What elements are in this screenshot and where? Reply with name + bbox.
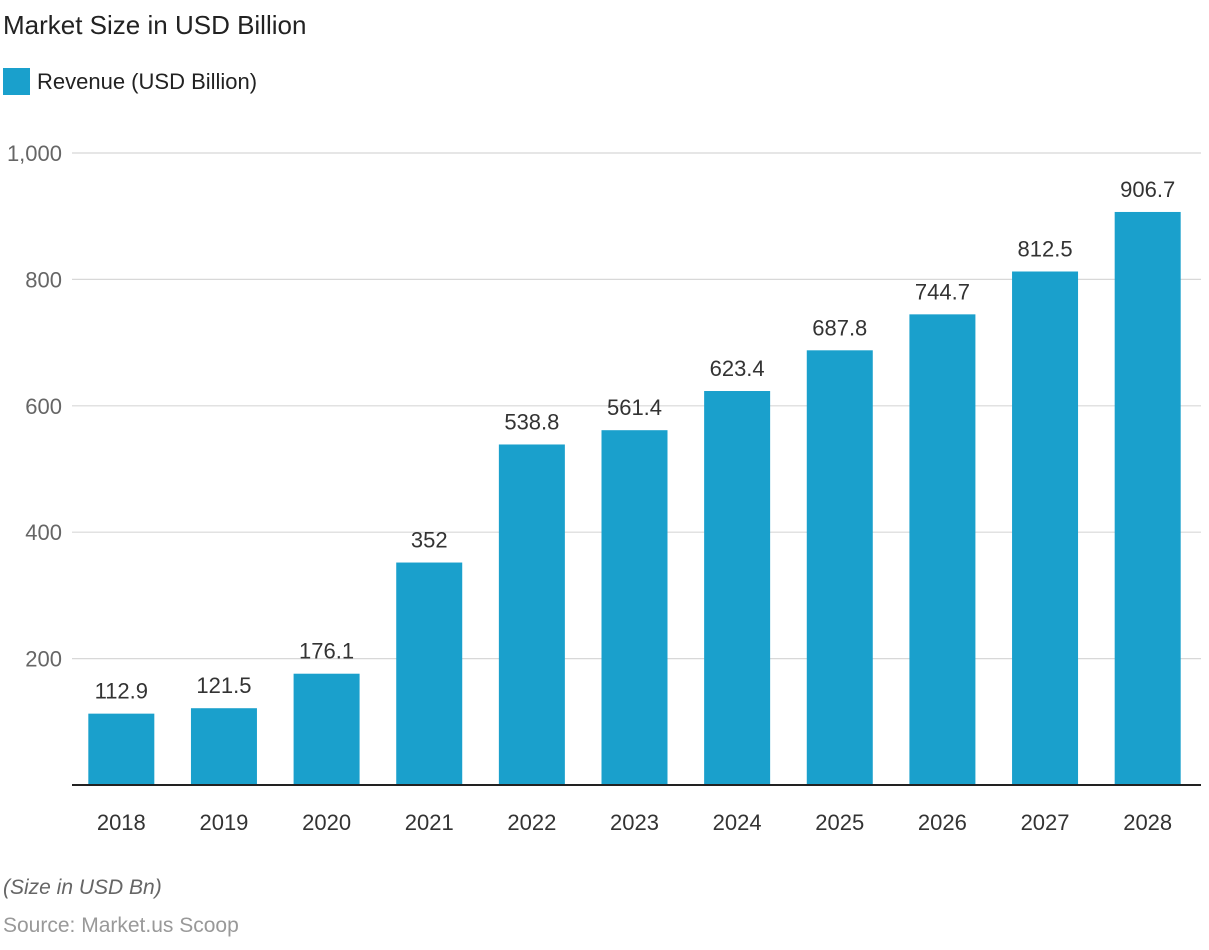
data-label: 561.4 bbox=[607, 395, 662, 420]
legend-swatch bbox=[3, 68, 30, 95]
data-label: 176.1 bbox=[299, 639, 354, 664]
bar bbox=[1114, 211, 1181, 786]
data-label: 623.4 bbox=[710, 356, 765, 381]
data-label: 687.8 bbox=[812, 315, 867, 340]
y-tick-label: 800 bbox=[25, 267, 62, 292]
x-tick-label: 2028 bbox=[1123, 810, 1172, 835]
data-label: 812.5 bbox=[1018, 237, 1073, 262]
bar bbox=[498, 444, 565, 785]
bar bbox=[190, 708, 257, 785]
size-note: (Size in USD Bn) bbox=[3, 876, 162, 899]
data-label: 906.7 bbox=[1120, 177, 1175, 202]
x-tick-label: 2024 bbox=[713, 810, 762, 835]
y-tick-label: 1,000 bbox=[7, 141, 62, 166]
bar bbox=[1012, 271, 1079, 785]
data-label: 112.9 bbox=[95, 679, 148, 704]
x-tick-label: 2025 bbox=[815, 810, 864, 835]
data-label: 538.8 bbox=[504, 409, 559, 434]
bar bbox=[704, 391, 771, 785]
x-tick-label: 2020 bbox=[302, 810, 351, 835]
legend: Revenue (USD Billion) bbox=[3, 68, 257, 95]
x-tick-label: 2023 bbox=[610, 810, 659, 835]
data-label: 121.5 bbox=[196, 673, 251, 698]
x-tick-label: 2019 bbox=[199, 810, 248, 835]
x-tick-label: 2018 bbox=[97, 810, 146, 835]
y-tick-label: 600 bbox=[25, 394, 62, 419]
bar bbox=[88, 713, 155, 785]
x-tick-label: 2021 bbox=[405, 810, 454, 835]
data-label: 744.7 bbox=[915, 279, 970, 304]
x-tick-label: 2026 bbox=[918, 810, 967, 835]
data-label: 352 bbox=[411, 528, 448, 553]
bar bbox=[806, 350, 873, 785]
x-tick-label: 2027 bbox=[1021, 810, 1070, 835]
source-credit: Source: Market.us Scoop bbox=[3, 914, 239, 937]
y-tick-label: 400 bbox=[25, 520, 62, 545]
legend-label: Revenue (USD Billion) bbox=[37, 68, 258, 94]
bar bbox=[293, 673, 360, 785]
y-tick-label: 200 bbox=[25, 647, 62, 672]
bar bbox=[396, 562, 463, 785]
x-tick-label: 2022 bbox=[507, 810, 556, 835]
bar bbox=[909, 314, 976, 785]
bar bbox=[601, 430, 668, 785]
chart-title: Market Size in USD Billion bbox=[3, 10, 307, 40]
